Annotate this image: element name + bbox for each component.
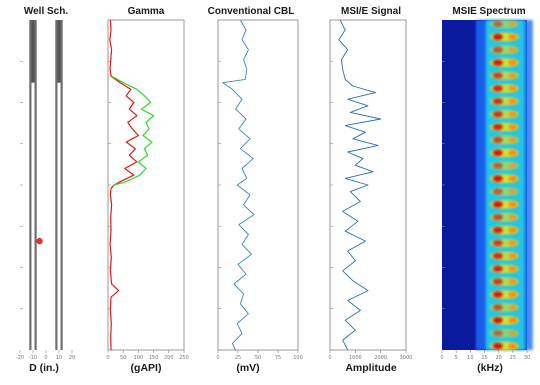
spectrum-hotspot-orange: [508, 227, 518, 234]
x-tick-label: 30: [524, 355, 530, 361]
spectrum-hotspot-red: [492, 214, 503, 221]
x-tick-label: -20: [16, 355, 24, 361]
spectrum-hotspot-red: [492, 201, 503, 208]
x-tick-label: 250: [179, 355, 189, 361]
spectrum-hotspot-red: [492, 149, 503, 156]
x-tick-label: 200: [164, 355, 174, 361]
spectrum-hotspot-red: [492, 136, 503, 144]
spectrum-hotspot-orange: [508, 33, 518, 40]
spectrum-hotspot-red: [492, 226, 503, 234]
panel-unit-msie-signal: Amplitude: [345, 362, 397, 374]
gamma-green-curve: [111, 75, 155, 186]
x-tick-label: 10: [467, 355, 473, 361]
spectrum-band-cyan: [485, 20, 525, 350]
spectrum-hotspot-orange: [508, 239, 518, 246]
spectrum-hotspot-red: [492, 98, 503, 105]
panel-title-cbl: Conventional CBL: [207, 6, 295, 17]
axes-frame: [217, 19, 299, 351]
spectrum-hotspot-orange: [508, 291, 518, 298]
x-tick-label: 50: [255, 355, 261, 361]
spectrum-hotspot-orange: [508, 72, 518, 79]
spectrum-hotspot-red: [492, 252, 503, 260]
cbl-curve: [222, 19, 255, 351]
x-tick-label: 20: [495, 355, 501, 361]
x-tick-label: 25: [235, 355, 241, 361]
x-tick-label: 15: [481, 355, 487, 361]
spectrum-hotspot-orange: [508, 98, 518, 105]
gamma-red-curve: [109, 19, 139, 351]
spectrum-hotspot-red: [492, 72, 503, 79]
x-tick-label: -10: [29, 355, 37, 361]
panel-unit-gamma: (gAPI): [130, 362, 162, 374]
panel-title-well-sch: Well Sch.: [23, 6, 69, 17]
spectrum-hotspot-red: [492, 46, 503, 53]
spectrum-hotspot-red: [492, 304, 503, 311]
panel-title-gamma: Gamma: [127, 6, 165, 17]
spectrum-hotspot-red: [492, 85, 503, 92]
x-tick-label: 1000: [349, 355, 362, 361]
x-tick-label: 25: [510, 355, 516, 361]
x-tick-label: 0: [44, 355, 47, 361]
msie-signal-curve: [338, 19, 382, 351]
spectrum-hotspot-orange: [508, 252, 518, 259]
x-tick-label: 10: [56, 355, 62, 361]
spectrum-hotspot-orange: [508, 278, 518, 285]
x-tick-label: 20: [69, 355, 75, 361]
spectrum-hotspot-red: [492, 162, 503, 169]
spectrum-hotspot-orange: [508, 175, 518, 182]
spectrum-hotspot-orange: [508, 124, 518, 131]
spectrum-hotspot-orange: [508, 188, 518, 195]
spectrum-hotspot-orange: [508, 265, 518, 272]
x-tick-label: 3000: [400, 355, 413, 361]
spectrum-hotspot-red: [492, 329, 503, 337]
x-tick-label: 0: [440, 355, 443, 361]
x-tick-label: 100: [293, 355, 303, 361]
spectrum-hotspot-orange: [508, 304, 518, 311]
panel-unit-msie-spectrum: (kHz): [477, 362, 503, 374]
spectrum-hotspot-orange: [508, 21, 518, 27]
x-tick-label: 150: [149, 355, 159, 361]
x-tick-label: 75: [275, 355, 281, 361]
spectrum-hotspot-red: [492, 110, 503, 118]
spectrum-hotspot-orange: [508, 162, 518, 169]
spectrum-hotspot-orange: [508, 149, 518, 156]
spectrum-hotspot-orange: [508, 85, 518, 92]
marker-dot: [36, 237, 43, 245]
spectrum-hotspot-red: [492, 278, 503, 285]
spectrum-hotspot-red: [492, 239, 503, 247]
x-tick-label: 5: [455, 355, 458, 361]
x-tick-label: 0: [106, 355, 109, 361]
panel-unit-cbl: (mV): [236, 362, 260, 374]
spectrum-hotspot-orange: [508, 59, 518, 66]
spectrum-hotspot-orange: [508, 136, 518, 143]
spectrum-hotspot-orange: [508, 330, 518, 337]
spectrum-hotspot-orange: [508, 46, 518, 53]
x-tick-label: 0: [216, 355, 219, 361]
spectrum-hotspot-red: [492, 175, 503, 182]
x-tick-label: 2000: [374, 355, 387, 361]
spectrum-hotspot-orange: [508, 214, 518, 221]
panel-title-msie-spectrum: MSIE Spectrum: [452, 6, 526, 17]
spectrum-hotspot-red: [492, 291, 503, 298]
spectrum-hotspot-red: [492, 342, 503, 350]
x-tick-label: 0: [328, 355, 331, 361]
spectrum-hotspot-orange: [508, 201, 518, 208]
spectrum-hotspot-red: [492, 123, 503, 131]
x-tick-label: 50: [120, 355, 126, 361]
spectrum-hotspot-red: [492, 188, 503, 195]
spectrum-hotspot-red: [492, 33, 503, 41]
x-tick-label: 100: [134, 355, 144, 361]
spectrum-hotspot-red: [492, 317, 503, 324]
spectrum-hotspot-orange: [508, 317, 518, 324]
spectrum-hotspot-red: [492, 59, 503, 66]
spectrum-hotspot-orange: [508, 111, 518, 118]
panel-title-msie-signal: MSI/E Signal: [340, 6, 401, 17]
axes-frame: [107, 19, 185, 351]
spectrum-hotspot-red: [492, 20, 503, 28]
spectrum-hotspot-orange: [508, 343, 518, 349]
panel-unit-well-sch: D (in.): [29, 362, 59, 374]
spectrum-hotspot-red: [492, 265, 503, 272]
